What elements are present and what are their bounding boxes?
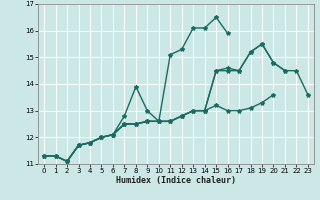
X-axis label: Humidex (Indice chaleur): Humidex (Indice chaleur)	[116, 176, 236, 185]
